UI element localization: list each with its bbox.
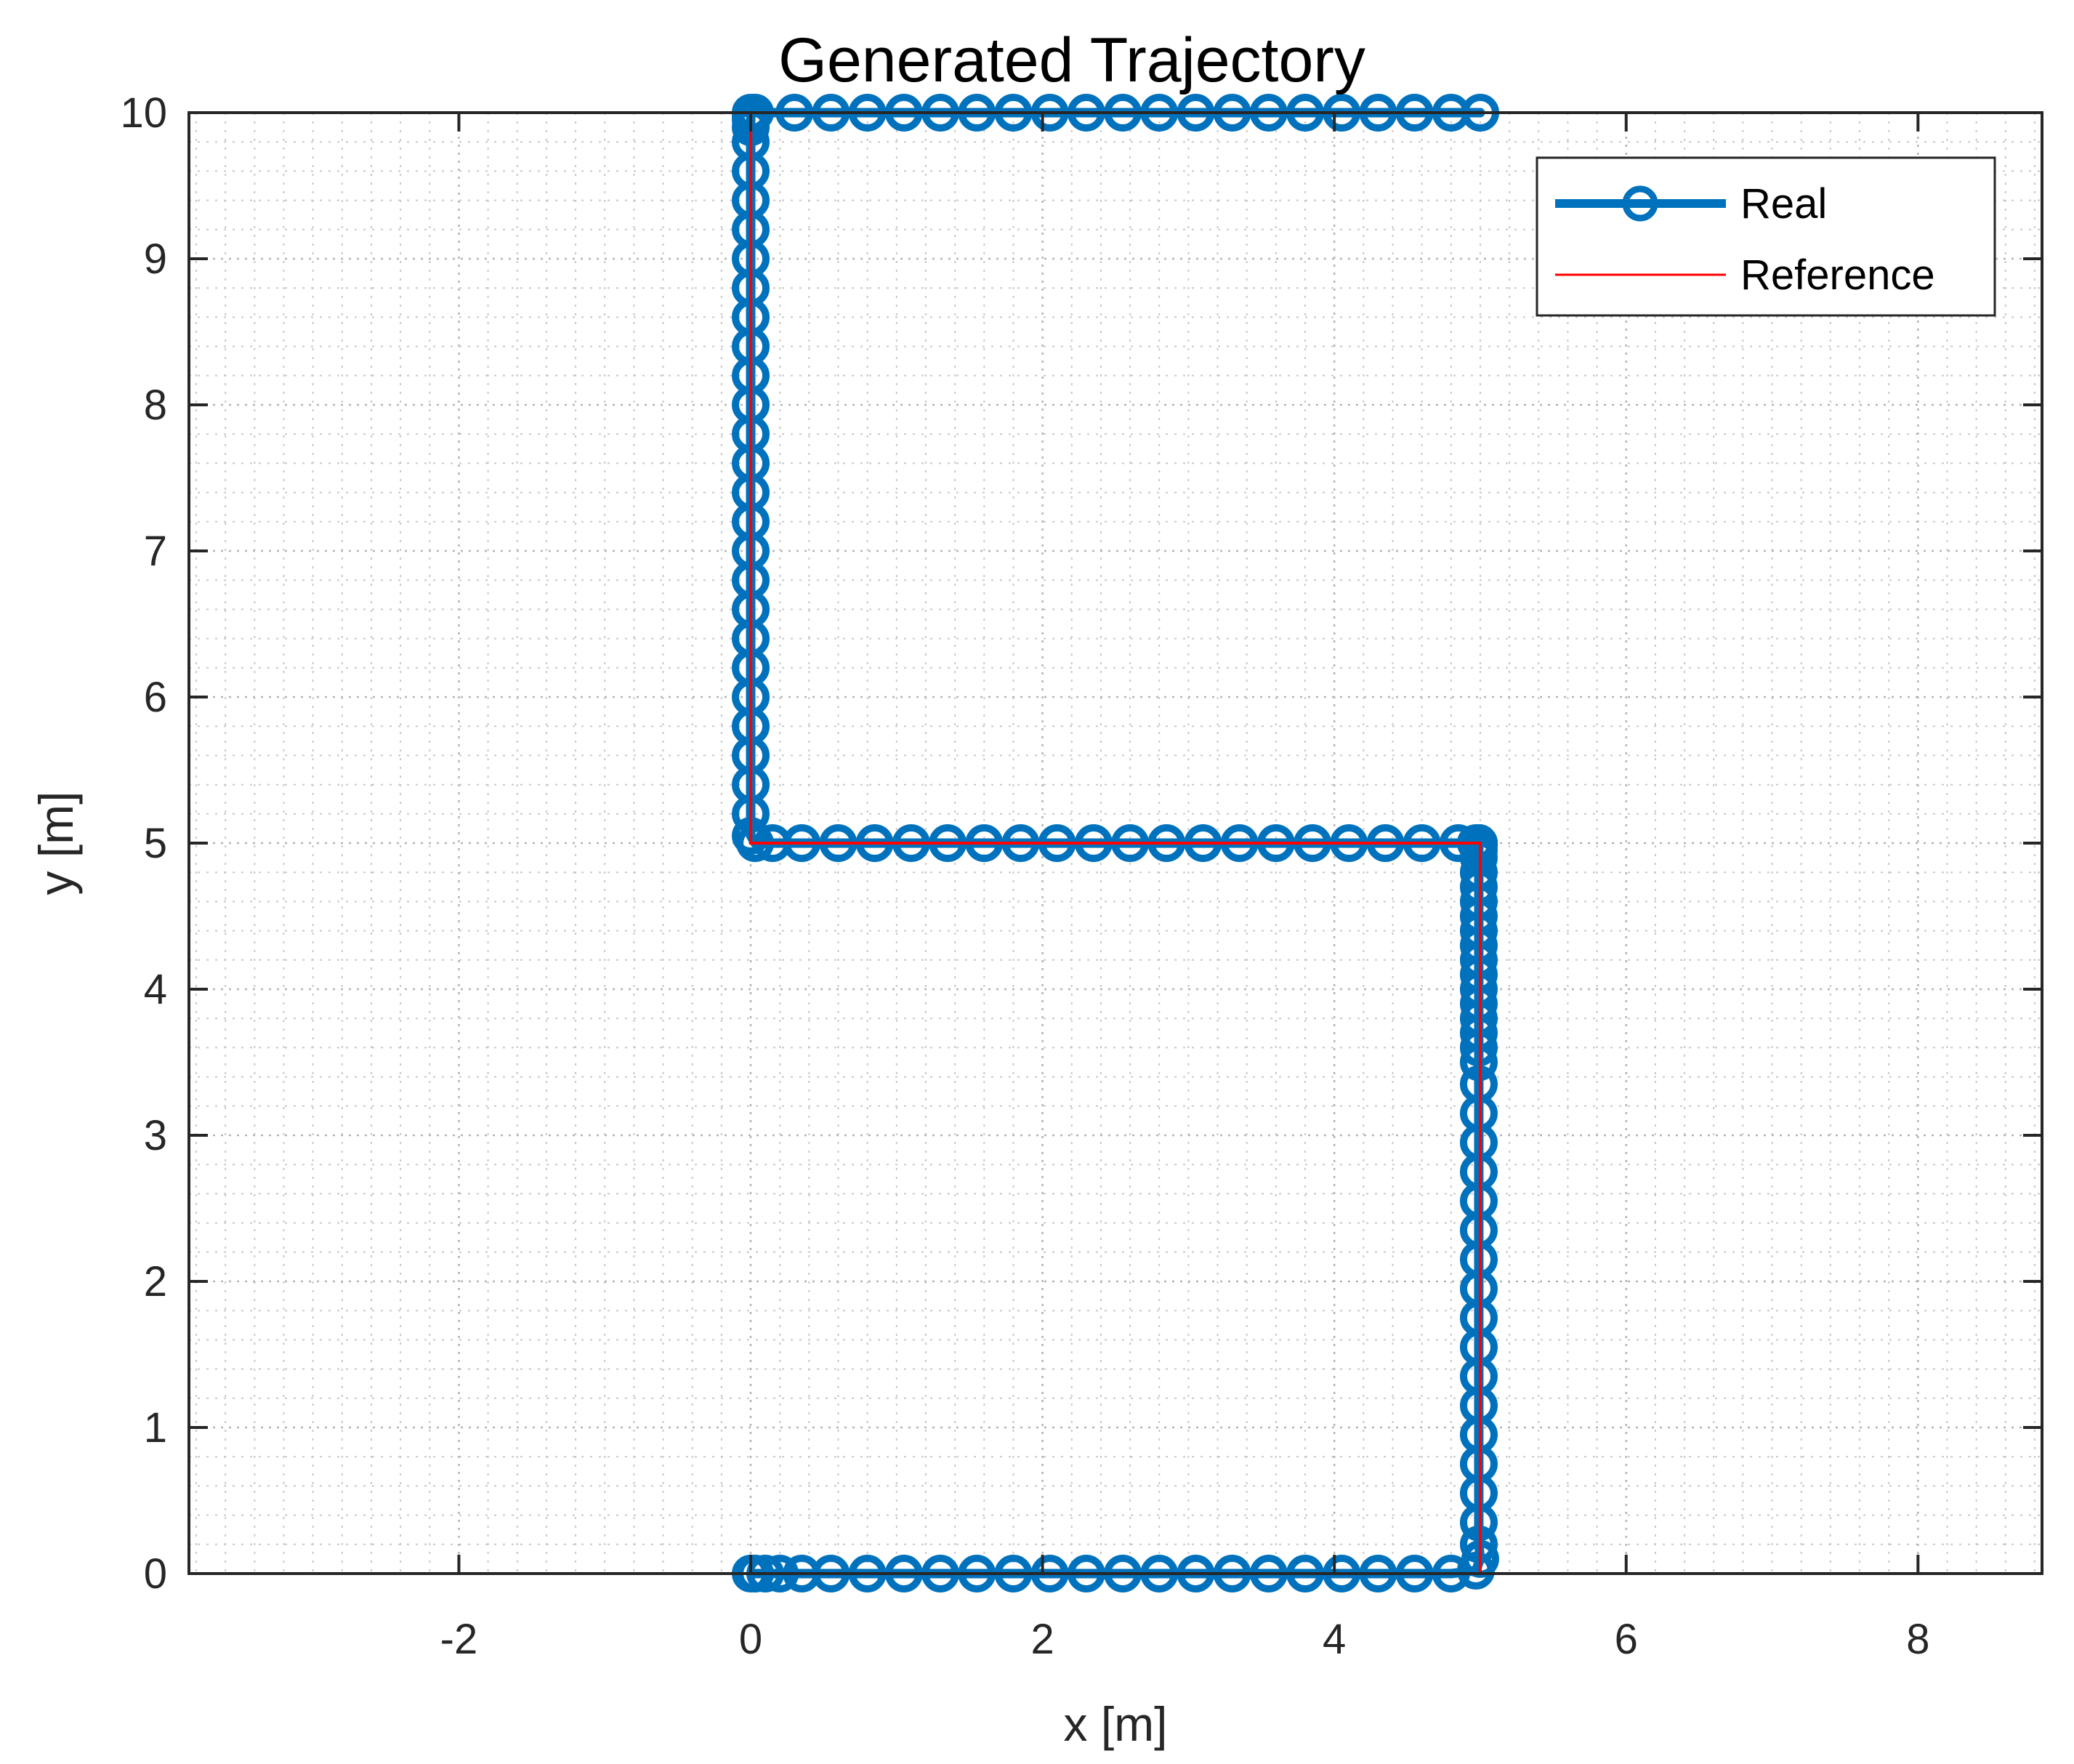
y-tick-label: 10 <box>120 89 167 137</box>
tick-labels: -2 0 2 4 6 8 0 1 2 3 4 5 6 7 8 9 10 <box>120 89 1929 1663</box>
series-real-point <box>1459 1065 1498 1103</box>
y-tick-label: 8 <box>144 382 167 429</box>
y-tick-label: 7 <box>144 528 167 575</box>
y-tick-label: 4 <box>144 966 167 1013</box>
y-tick-label: 0 <box>144 1550 167 1598</box>
legend: Real Reference <box>1536 156 1996 317</box>
series-real-point <box>1459 1525 1498 1563</box>
y-tick-label: 3 <box>144 1112 167 1159</box>
x-tick-label: 6 <box>1615 1616 1638 1663</box>
x-tick-label: 2 <box>1030 1616 1054 1663</box>
legend-reference-label: Reference <box>1740 251 1935 299</box>
y-tick-label: 6 <box>144 674 167 721</box>
x-tick-label: 0 <box>739 1616 762 1663</box>
x-axis-label: x [m] <box>1064 1697 1168 1751</box>
tick-marks <box>189 111 2042 1575</box>
legend-real-marker <box>1622 185 1658 222</box>
y-tick-label: 9 <box>144 235 167 283</box>
y-axis-label: y [m] <box>29 792 83 895</box>
x-tick-label: 4 <box>1323 1616 1346 1663</box>
legend-box <box>1536 156 1996 317</box>
x-tick-label: 8 <box>1906 1616 1929 1663</box>
y-tick-label: 1 <box>144 1404 167 1451</box>
y-tick-label: 5 <box>144 820 167 867</box>
legend-real-label: Real <box>1740 180 1827 227</box>
x-tick-label: -2 <box>440 1616 478 1663</box>
chart-title: Generated Trajectory <box>778 25 1365 95</box>
y-tick-label: 2 <box>144 1258 167 1305</box>
